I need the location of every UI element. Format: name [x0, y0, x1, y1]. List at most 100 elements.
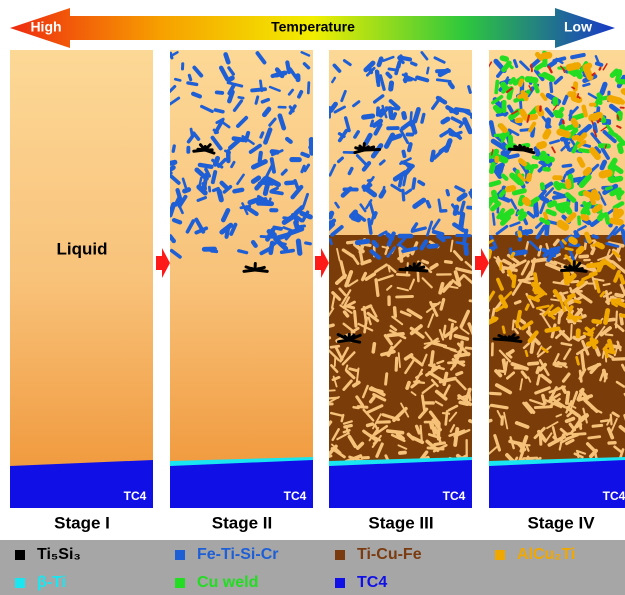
phase-particle	[535, 85, 537, 92]
phase-particle	[429, 246, 437, 247]
stage-arrow	[315, 248, 329, 278]
phase-particle	[504, 360, 506, 369]
legend-swatch	[175, 550, 185, 560]
phase-particle	[566, 206, 569, 211]
stage-panel	[480, 50, 625, 508]
phase-particle	[575, 232, 577, 236]
phase-particle	[299, 92, 301, 97]
phase-particle	[383, 187, 385, 195]
phase-particle	[537, 368, 539, 373]
phase-particle	[602, 173, 609, 175]
phase-particle	[563, 165, 570, 166]
phase-particle	[604, 284, 610, 285]
phase-particle	[287, 139, 291, 142]
phase-particle	[357, 241, 367, 242]
phase-particle	[274, 228, 281, 229]
phase-particle	[457, 373, 462, 375]
phase-particle	[585, 243, 586, 249]
phase-particle	[368, 424, 373, 425]
phase-particle	[494, 200, 499, 204]
phase-particle	[503, 176, 506, 179]
phase-particle	[593, 425, 602, 426]
phase-particle	[519, 232, 520, 235]
phase-particle	[584, 205, 589, 212]
phase-particle	[434, 232, 443, 234]
legend-swatch	[175, 578, 185, 588]
phase-particle	[600, 68, 601, 70]
liquid-region	[170, 50, 313, 508]
phase-particle	[349, 169, 351, 174]
stage-label: Stage II	[212, 513, 272, 532]
phase-particle	[526, 305, 528, 309]
phase-particle	[450, 83, 453, 87]
phase-particle	[594, 192, 597, 197]
phase-particle	[594, 321, 600, 322]
phase-particle	[586, 170, 589, 173]
phase-particle	[346, 366, 347, 371]
phase-particle	[444, 373, 446, 384]
phase-particle	[189, 75, 190, 79]
phase-particle	[574, 137, 577, 138]
phase-particle	[215, 110, 222, 112]
phase-particle	[386, 108, 398, 109]
phase-particle	[439, 200, 441, 211]
phase-particle	[612, 221, 620, 223]
phase-particle	[541, 197, 547, 201]
phase-particle	[494, 193, 495, 198]
phase-particle	[488, 252, 489, 257]
phase-particle	[422, 114, 424, 122]
phase-particle	[529, 176, 530, 180]
phase-particle	[234, 190, 242, 192]
phase-particle	[560, 132, 568, 134]
phase-particle	[413, 179, 414, 188]
phase-particle	[348, 306, 354, 308]
phase-particle	[518, 312, 520, 321]
phase-particle	[517, 323, 518, 327]
phase-particle	[620, 100, 623, 102]
legend-swatch	[335, 578, 345, 588]
phase-particle	[533, 260, 545, 262]
phase-particle	[466, 247, 467, 254]
phase-particle	[225, 151, 229, 153]
phase-particle	[419, 182, 423, 185]
phase-particle	[358, 407, 367, 408]
phase-particle	[170, 204, 174, 215]
phase-particle	[542, 185, 543, 188]
phase-particle	[431, 423, 432, 428]
phase-particle	[589, 437, 600, 438]
phase-particle	[298, 241, 299, 253]
phase-particle	[605, 311, 607, 323]
phase-particle	[302, 154, 308, 156]
phase-particle	[397, 274, 409, 275]
phase-particle	[620, 146, 621, 152]
phase-particle	[260, 153, 261, 161]
phase-particle	[592, 199, 593, 203]
phase-particle	[427, 202, 429, 207]
legend-label: TC4	[357, 574, 387, 591]
phase-particle	[523, 458, 537, 459]
temperature-arrow: High Temperature Low	[10, 8, 615, 48]
phase-particle	[534, 157, 538, 158]
phase-particle	[496, 108, 500, 111]
low-label: Low	[564, 19, 592, 35]
phase-particle	[200, 165, 212, 167]
phase-particle	[567, 274, 568, 278]
stage-arrow	[475, 248, 489, 278]
phase-particle	[469, 87, 471, 93]
phase-particle	[407, 383, 409, 388]
phase-particle	[587, 234, 590, 241]
phase-particle	[572, 55, 584, 57]
phase-particle	[229, 92, 232, 101]
phase-particle	[563, 240, 566, 243]
phase-particle	[459, 195, 465, 199]
stage-panel	[10, 50, 153, 508]
phase-particle	[397, 296, 413, 297]
phase-particle	[540, 75, 548, 76]
phase-particle	[239, 97, 243, 98]
phase-particle	[362, 261, 370, 264]
phase-particle	[437, 80, 450, 82]
phase-particle	[573, 121, 576, 125]
phase-particle	[431, 352, 433, 365]
phase-particle	[214, 130, 217, 132]
phase-particle	[391, 83, 392, 89]
